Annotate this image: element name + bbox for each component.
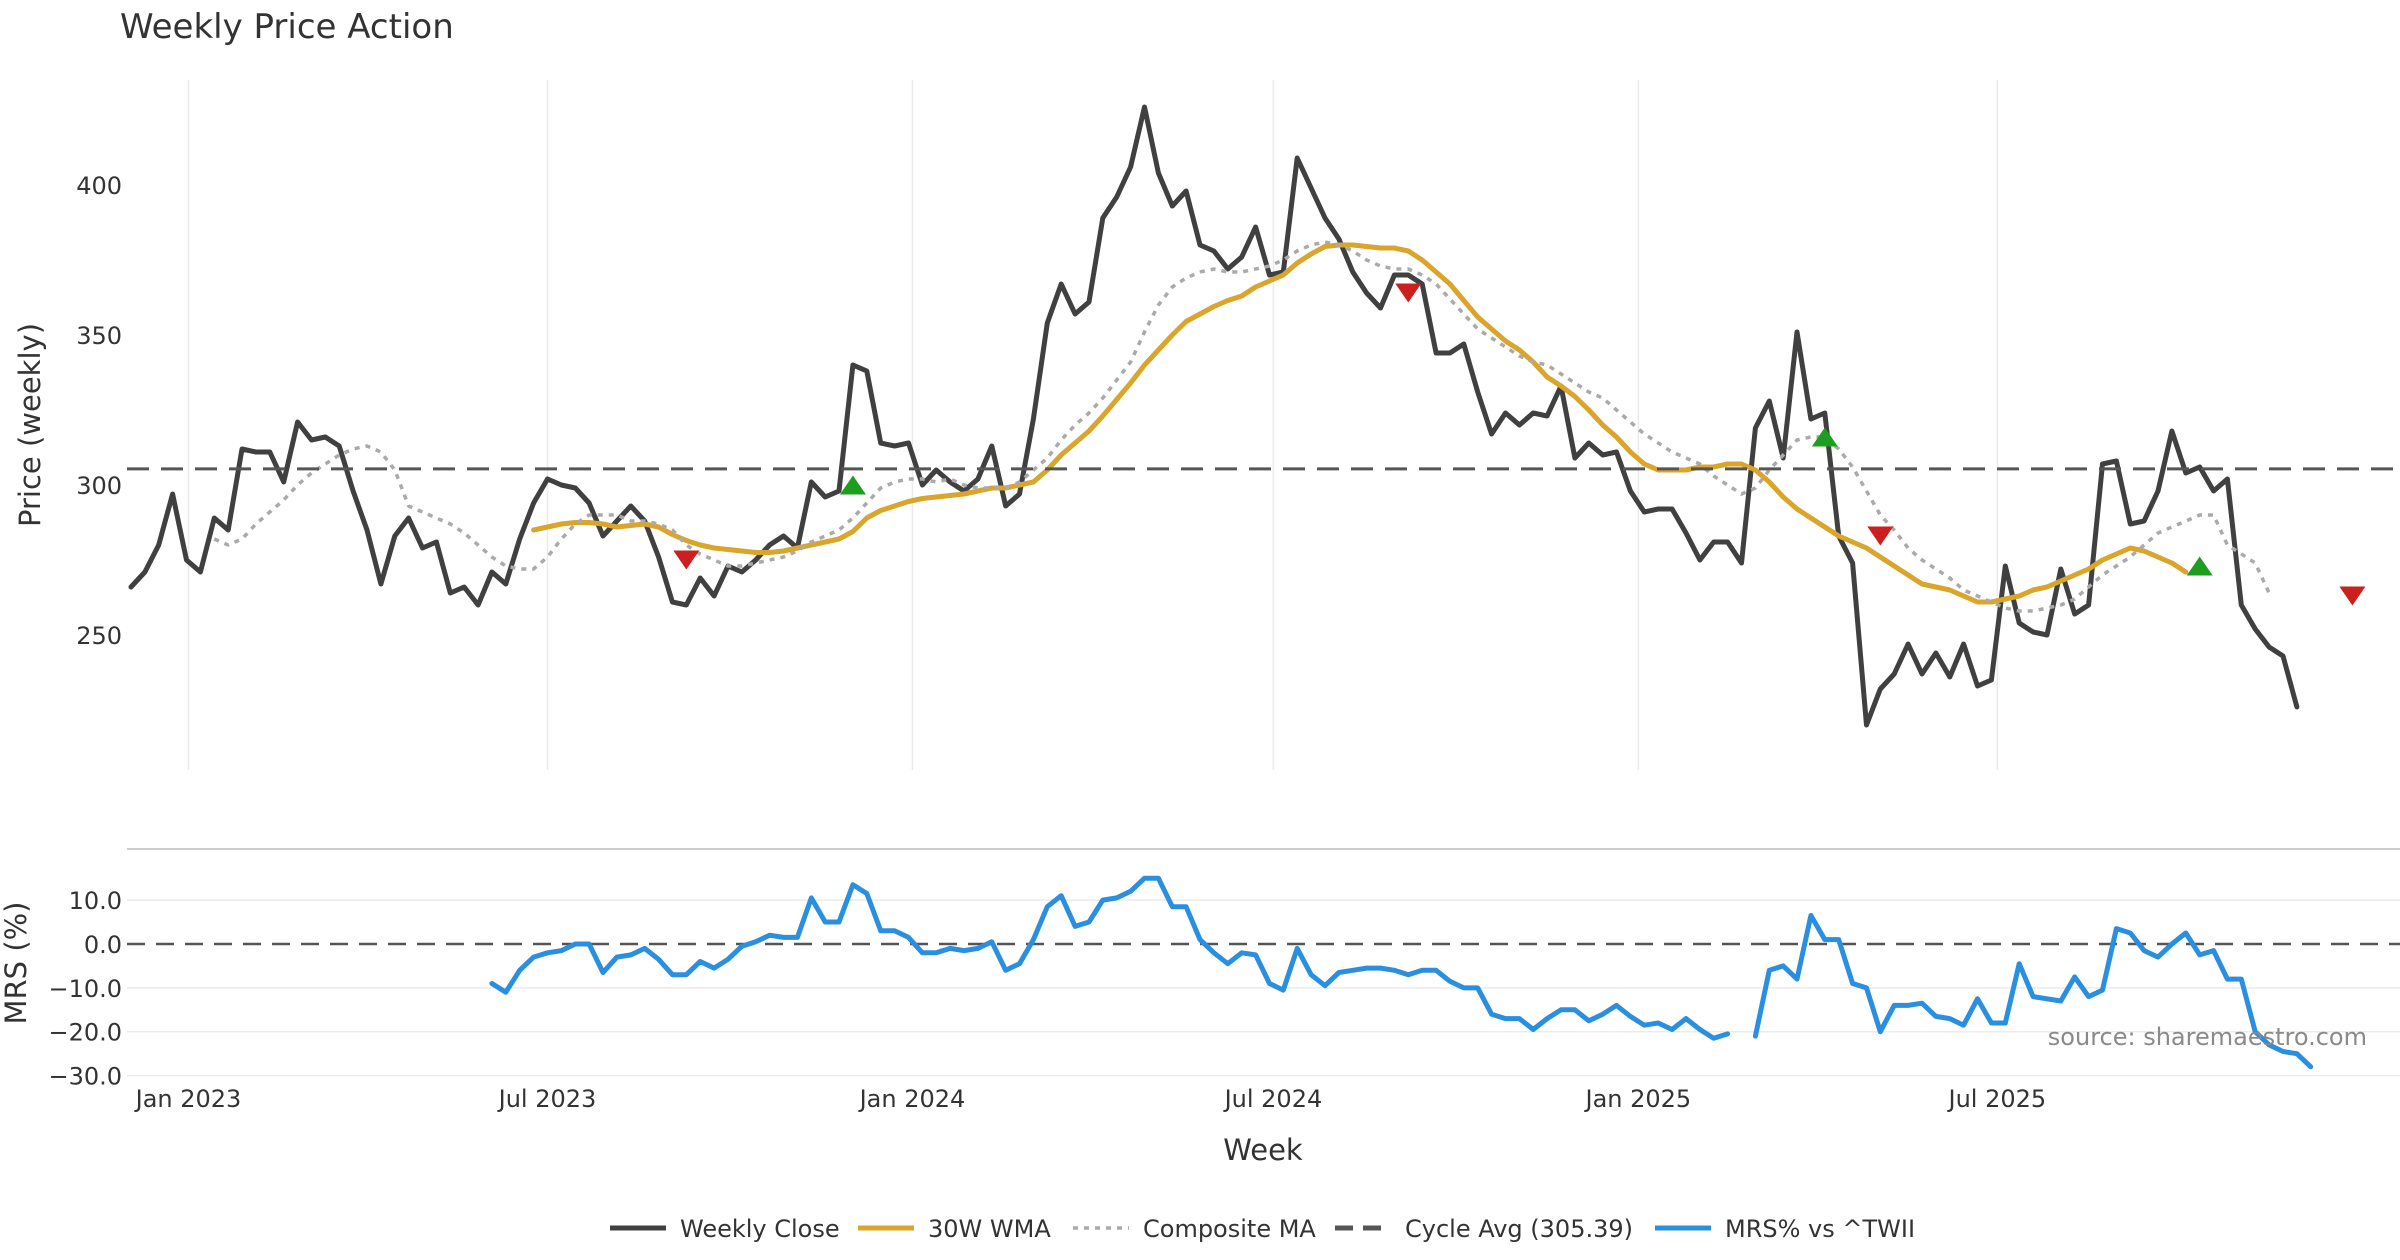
- x-tick-label: Jul 2023: [497, 1085, 597, 1113]
- chart-title: Weekly Price Action: [120, 7, 454, 47]
- source-annotation: source: sharemaestro.com: [2048, 1023, 2367, 1051]
- mrs-panel: 10.0 0.0 −10.0 −20.0 −30.0 MRS (%) source: s…: [0, 875, 2400, 1091]
- buy-signal-marker: [1811, 427, 1838, 447]
- mrs-y-axis-label: MRS (%): [0, 902, 33, 1025]
- mrs-y-tick-label: −10.0: [48, 975, 122, 1003]
- mrs-y-tick-label: 0.0: [84, 931, 122, 959]
- mrs-series: [489, 875, 2314, 1070]
- legend-label: Weekly Close: [680, 1215, 840, 1243]
- x-tick-label: Jan 2024: [858, 1085, 966, 1113]
- price-y-tick-label: 300: [76, 472, 122, 500]
- price-y-tick-label: 400: [76, 172, 122, 200]
- signal-markers: [673, 283, 2366, 606]
- x-tick-label: Jan 2023: [134, 1085, 242, 1113]
- sell-signal-marker: [1867, 526, 1894, 546]
- price-series: [127, 104, 2400, 728]
- composite-ma-line: [213, 240, 2271, 613]
- legend-label: Cycle Avg (305.39): [1405, 1215, 1633, 1243]
- price-gridlines: [187, 80, 1999, 770]
- price-y-tick-label: 350: [76, 322, 122, 350]
- price-y-tick-label: 250: [76, 622, 122, 650]
- x-tick-label: Jan 2025: [1584, 1085, 1692, 1113]
- weekly-close-line: [128, 104, 2300, 728]
- x-tick-label: Jul 2025: [1947, 1085, 2047, 1113]
- legend-label: Composite MA: [1143, 1215, 1316, 1243]
- buy-signal-marker: [839, 475, 866, 495]
- mrs-y-ticks: 10.0 0.0 −10.0 −20.0 −30.0: [48, 887, 122, 1091]
- legend-label: 30W WMA: [928, 1215, 1051, 1243]
- mrs-y-tick-label: 10.0: [69, 887, 122, 915]
- price-panel: 250 300 350 400 Price (weekly): [13, 80, 2400, 770]
- mrs-y-tick-label: −20.0: [48, 1019, 122, 1047]
- price-y-ticks: 250 300 350 400: [76, 172, 122, 650]
- sell-signal-marker: [2339, 586, 2366, 606]
- price-y-axis-label: Price (weekly): [13, 323, 47, 527]
- x-tick-label: Jul 2024: [1223, 1085, 1323, 1113]
- legend-label: MRS% vs ^TWII: [1725, 1215, 1915, 1243]
- x-axis-label: Week: [1223, 1133, 1303, 1167]
- buy-signal-marker: [2186, 556, 2213, 576]
- x-axis-ticks: Jan 2023 Jul 2023 Jan 2024 Jul 2024 Jan 2025…: [134, 1085, 2047, 1113]
- sell-signal-marker: [1395, 283, 1422, 303]
- sell-signal-marker: [673, 550, 700, 570]
- mrs-line: [1752, 913, 2314, 1070]
- legend: Weekly Close 30W WMA Composite MA Cycle Avg…: [610, 1215, 1915, 1243]
- mrs-y-tick-label: −30.0: [48, 1063, 122, 1091]
- 30w-wma-line: [531, 242, 2189, 605]
- mrs-line: [489, 875, 1731, 1041]
